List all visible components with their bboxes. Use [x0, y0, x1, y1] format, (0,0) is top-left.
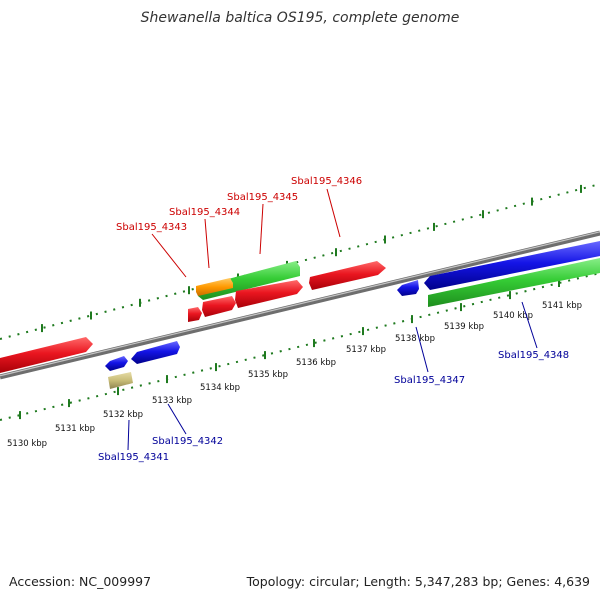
leader-line-sbal195-4341	[127, 419, 130, 451]
genome-backbone	[0, 230, 600, 380]
feature-forward-left-edge[interactable]	[0, 337, 93, 373]
leader-line-sbal195-4343	[151, 233, 187, 278]
leader-line-sbal195-4342	[167, 403, 187, 435]
scale-label: 5136 kbp	[296, 358, 336, 368]
feature-sbal195-4347[interactable]	[397, 280, 419, 296]
scale-label: 5138 kbp	[395, 334, 435, 344]
gene-label-sbal195-4342[interactable]: Sbal195_4342	[152, 436, 223, 447]
backbone-highlight	[0, 231, 600, 377]
scale-label: 5141 kbp	[542, 301, 582, 311]
scale-label: 5140 kbp	[493, 311, 533, 321]
feature-green-reverse[interactable]	[428, 258, 600, 307]
gene-label-sbal195-4347[interactable]: Sbal195_4347	[394, 375, 465, 386]
scale-label: 5133 kbp	[152, 396, 192, 406]
feature-orange-forward[interactable]	[196, 278, 233, 296]
feature-sbal195-4345[interactable]	[235, 280, 303, 308]
feature-sbal195-4348[interactable]	[424, 241, 600, 290]
gene-label-sbal195-4346[interactable]: Sbal195_4346	[291, 176, 362, 187]
gene-label-sbal195-4343[interactable]: Sbal195_4343	[116, 222, 187, 233]
gene-label-sbal195-4348[interactable]: Sbal195_4348	[498, 350, 569, 361]
scale-label: 5134 kbp	[200, 383, 240, 393]
reverse-gene-labels: Sbal195_4341 Sbal195_4342 Sbal195_4347 S…	[98, 301, 569, 463]
feature-sbal195-4343[interactable]	[188, 307, 202, 322]
feature-sbal195-4344[interactable]	[202, 296, 236, 317]
feature-sbal195-4342[interactable]	[105, 356, 128, 371]
leader-line-sbal195-4347	[415, 326, 429, 373]
forward-gene-labels: Sbal195_4343 Sbal195_4344 Sbal195_4345 S…	[116, 176, 362, 278]
scale-label: 5130 kbp	[7, 439, 47, 449]
genome-summary-text: Topology: circular; Length: 5,347,283 bp…	[246, 574, 590, 589]
scale-labels: 5130 kbp 5131 kbp 5132 kbp 5133 kbp 5134…	[7, 301, 582, 449]
leader-line-sbal195-4344	[204, 218, 210, 269]
feature-sbal195-4341[interactable]	[108, 372, 133, 389]
feature-sbal195-4346[interactable]	[309, 261, 386, 290]
reverse-features	[105, 241, 600, 389]
scale-label: 5135 kbp	[248, 370, 288, 380]
accession-text: Accession: NC_009997	[9, 574, 151, 589]
scale-label: 5139 kbp	[444, 322, 484, 332]
feature-blue-reverse-2[interactable]	[131, 341, 180, 364]
reverse-minor-ticks	[0, 272, 600, 421]
scale-label: 5132 kbp	[103, 410, 143, 420]
reverse-major-ticks	[19, 279, 560, 420]
gene-label-sbal195-4341[interactable]: Sbal195_4341	[98, 452, 169, 463]
leader-line-sbal195-4345	[259, 203, 264, 255]
feature-green-forward[interactable]	[198, 261, 300, 300]
map-title: Shewanella baltica OS195, complete genom…	[141, 10, 460, 26]
leader-line-sbal195-4346	[326, 188, 341, 238]
leader-line-sbal195-4348	[521, 301, 538, 349]
scale-label: 5131 kbp	[55, 424, 95, 434]
reverse-tick-track	[0, 272, 600, 421]
gene-label-sbal195-4344[interactable]: Sbal195_4344	[169, 207, 240, 218]
scale-label: 5137 kbp	[346, 345, 386, 355]
backbone-line	[0, 230, 600, 380]
gene-label-sbal195-4345[interactable]: Sbal195_4345	[227, 192, 298, 203]
forward-features	[0, 261, 386, 373]
